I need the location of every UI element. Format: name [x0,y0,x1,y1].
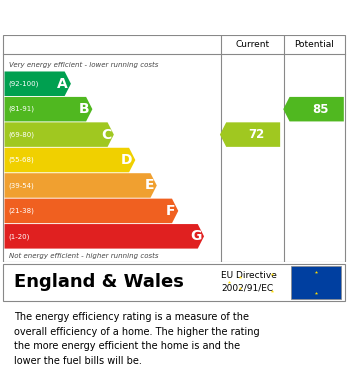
Text: 85: 85 [312,103,329,116]
Text: EU Directive
2002/91/EC: EU Directive 2002/91/EC [221,271,277,292]
Bar [291,266,341,299]
Text: (81-91): (81-91) [8,106,34,113]
Polygon shape [5,122,114,147]
Text: (1-20): (1-20) [8,233,29,240]
Text: Potential: Potential [294,40,334,49]
Text: (55-68): (55-68) [8,157,34,163]
Text: A: A [57,77,68,91]
Polygon shape [5,97,92,122]
Text: (92-100): (92-100) [8,81,38,87]
Text: (39-54): (39-54) [8,182,34,189]
Polygon shape [5,224,204,249]
Text: The energy efficiency rating is a measure of the
overall efficiency of a home. T: The energy efficiency rating is a measur… [14,312,260,366]
Polygon shape [5,72,71,96]
Text: C: C [101,127,111,142]
Text: D: D [121,153,133,167]
Text: (69-80): (69-80) [8,131,34,138]
Text: Very energy efficient - lower running costs: Very energy efficient - lower running co… [9,62,158,68]
Text: (21-38): (21-38) [8,208,34,214]
Text: England & Wales: England & Wales [14,273,184,292]
Text: Current: Current [236,40,270,49]
Text: B: B [79,102,89,116]
Polygon shape [220,122,280,147]
Text: E: E [144,178,154,192]
Text: 72: 72 [248,128,265,141]
Text: Energy Efficiency Rating: Energy Efficiency Rating [10,11,232,26]
Text: F: F [166,204,175,218]
Polygon shape [283,97,344,122]
Text: G: G [190,230,201,243]
Text: Not energy efficient - higher running costs: Not energy efficient - higher running co… [9,253,158,259]
Polygon shape [5,148,135,172]
Polygon shape [5,199,178,223]
Polygon shape [5,173,157,198]
